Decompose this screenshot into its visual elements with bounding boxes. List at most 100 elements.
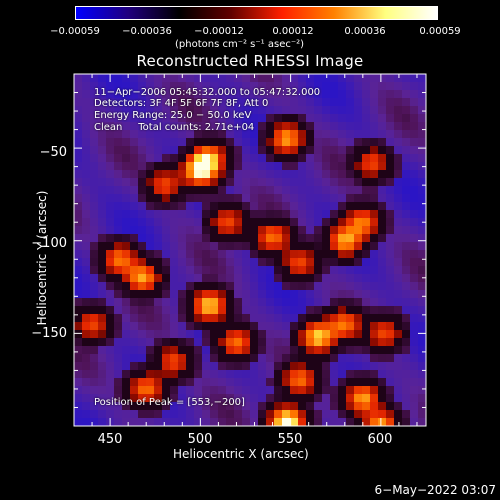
heatmap-cell — [418, 90, 426, 98]
heatmap-cell — [114, 122, 122, 130]
heatmap-cell — [378, 178, 386, 186]
heatmap-cell — [202, 378, 210, 386]
heatmap-cell — [402, 410, 410, 418]
heatmap-cell — [274, 250, 282, 258]
heatmap-cell — [138, 338, 146, 346]
heatmap-cell — [162, 330, 170, 338]
heatmap-cell — [370, 130, 378, 138]
heatmap-cell — [74, 298, 82, 306]
heatmap-cell — [418, 322, 426, 330]
heatmap-cell — [194, 178, 202, 186]
heatmap-cell — [258, 210, 266, 218]
heatmap-cell — [346, 194, 354, 202]
heatmap-cell — [322, 394, 330, 402]
heatmap-cell — [178, 122, 186, 130]
heatmap-cell — [266, 98, 274, 106]
heatmap-cell — [378, 314, 386, 322]
heatmap-cell — [162, 282, 170, 290]
heatmap-cell — [306, 98, 314, 106]
heatmap-cell — [338, 74, 346, 82]
heatmap-cell — [250, 418, 258, 426]
heatmap-cell — [186, 242, 194, 250]
heatmap-cell — [106, 170, 114, 178]
heatmap-cell — [258, 290, 266, 298]
heatmap-cell — [226, 210, 234, 218]
heatmap-cell — [234, 378, 242, 386]
heatmap-cell — [298, 218, 306, 226]
heatmap-cell — [154, 138, 162, 146]
heatmap-cell — [410, 130, 418, 138]
heatmap-cell — [242, 290, 250, 298]
heatmap-cell — [98, 186, 106, 194]
heatmap-cell — [258, 386, 266, 394]
heatmap-cell — [122, 418, 130, 426]
heatmap-cell — [282, 322, 290, 330]
heatmap-cell — [290, 138, 298, 146]
heatmap-cell — [130, 114, 138, 122]
heatmap-cell — [74, 122, 82, 130]
heatmap-cell — [90, 186, 98, 194]
heatmap-cell — [106, 354, 114, 362]
heatmap-cell — [146, 82, 154, 90]
heatmap-cell — [210, 338, 218, 346]
heatmap-cell — [138, 322, 146, 330]
heatmap-cell — [362, 82, 370, 90]
heatmap-cell — [410, 178, 418, 186]
heatmap-cell — [146, 410, 154, 418]
heatmap-cell — [274, 98, 282, 106]
heatmap-cell — [226, 378, 234, 386]
heatmap-cell — [106, 386, 114, 394]
heatmap-cell — [394, 186, 402, 194]
heatmap-cell — [82, 418, 90, 426]
heatmap-cell — [130, 378, 138, 386]
heatmap-cell — [178, 370, 186, 378]
heatmap-cell — [178, 306, 186, 314]
heatmap-cell — [186, 410, 194, 418]
heatmap-cell — [162, 106, 170, 114]
heatmap-cell — [234, 210, 242, 218]
heatmap-cell — [122, 354, 130, 362]
heatmap-cell — [234, 218, 242, 226]
heatmap-cell — [194, 162, 202, 170]
heatmap-cell — [362, 418, 370, 426]
heatmap-cell — [418, 146, 426, 154]
heatmap-cell — [202, 186, 210, 194]
heatmap-cell — [122, 154, 130, 162]
heatmap-cell — [386, 258, 394, 266]
heatmap-cell — [146, 322, 154, 330]
heatmap-cell — [154, 146, 162, 154]
heatmap-cell — [98, 346, 106, 354]
heatmap-cell — [258, 330, 266, 338]
heatmap-cell — [410, 114, 418, 122]
heatmap-cell — [418, 178, 426, 186]
heatmap-cell — [106, 362, 114, 370]
heatmap-cell — [274, 90, 282, 98]
heatmap-cell — [74, 210, 82, 218]
heatmap-cell — [162, 274, 170, 282]
heatmap-cell — [114, 250, 122, 258]
heatmap-cell — [170, 162, 178, 170]
colorbar-tick: 0.00036 — [344, 26, 386, 37]
heatmap-cell — [234, 146, 242, 154]
heatmap-cell — [298, 370, 306, 378]
heatmap-cell — [402, 122, 410, 130]
heatmap-cell — [306, 170, 314, 178]
heatmap-cell — [378, 234, 386, 242]
heatmap-cell — [82, 274, 90, 282]
heatmap-cell — [90, 362, 98, 370]
heatmap-cell — [122, 114, 130, 122]
heatmap-cell — [402, 306, 410, 314]
heatmap-cell — [362, 250, 370, 258]
heatmap-cell — [194, 218, 202, 226]
heatmap-cell — [106, 234, 114, 242]
heatmap-cell — [346, 226, 354, 234]
heatmap-cell — [306, 210, 314, 218]
heatmap-cell — [146, 362, 154, 370]
heatmap-cell — [386, 186, 394, 194]
heatmap-cell — [378, 346, 386, 354]
heatmap-cell — [306, 258, 314, 266]
heatmap-cell — [346, 146, 354, 154]
heatmap-cell — [314, 306, 322, 314]
heatmap-cell — [322, 354, 330, 362]
